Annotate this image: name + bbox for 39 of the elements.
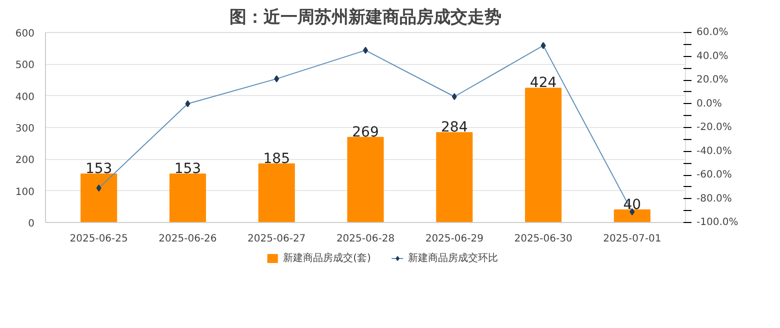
data-label: 153 [174, 161, 202, 178]
y2-tick-label: -80.0% [696, 193, 732, 204]
y-tick-label: 200 [15, 155, 35, 166]
x-tick-label: 2025-06-28 [336, 234, 395, 244]
bar [436, 132, 473, 222]
x-tick-label: 2025-06-25 [70, 234, 128, 244]
bar [258, 163, 295, 222]
data-label: 269 [352, 124, 379, 140]
chart-title: 图：近一周苏州新建商品房成交走势 [230, 8, 502, 28]
y2-tick-label: -60.0% [696, 170, 732, 180]
data-label: 153 [85, 161, 112, 178]
bar [169, 174, 206, 222]
x-tick-label: 2025-06-30 [514, 234, 572, 244]
y2-tick-label: 20.0% [696, 74, 728, 86]
y2-tick-label: -40.0% [696, 146, 732, 157]
y-tick-label: 100 [15, 186, 35, 198]
x-tick-label: 2025-06-27 [248, 234, 306, 244]
y2-tick-label: 60.0% [696, 27, 728, 38]
y-tick-label: 600 [15, 28, 35, 40]
bar [614, 209, 650, 222]
y2-tick-label: 40.0% [696, 50, 728, 62]
y-tick-label: 0 [28, 218, 35, 230]
data-label: 424 [530, 75, 557, 92]
y2-tick-label: -100.0% [696, 217, 738, 228]
x-tick-label: 2025-06-26 [158, 234, 217, 244]
bar [80, 174, 118, 222]
legend-label: 新建商品房成交环比 [408, 252, 498, 265]
bar [347, 136, 384, 222]
x-tick-label: 2025-07-01 [603, 234, 662, 244]
data-label: 284 [441, 120, 468, 136]
legend-label: 新建商品房成交(套) [283, 252, 371, 265]
y-tick-label: 400 [15, 92, 35, 103]
y2-tick-label: 0.0% [696, 98, 722, 110]
x-tick-label: 2025-06-29 [425, 234, 484, 244]
y2-tick-label: -20.0% [696, 122, 732, 133]
bar [525, 88, 562, 222]
y-tick-label: 500 [15, 60, 35, 72]
data-label: 185 [263, 150, 290, 167]
y-tick-label: 300 [15, 124, 35, 134]
